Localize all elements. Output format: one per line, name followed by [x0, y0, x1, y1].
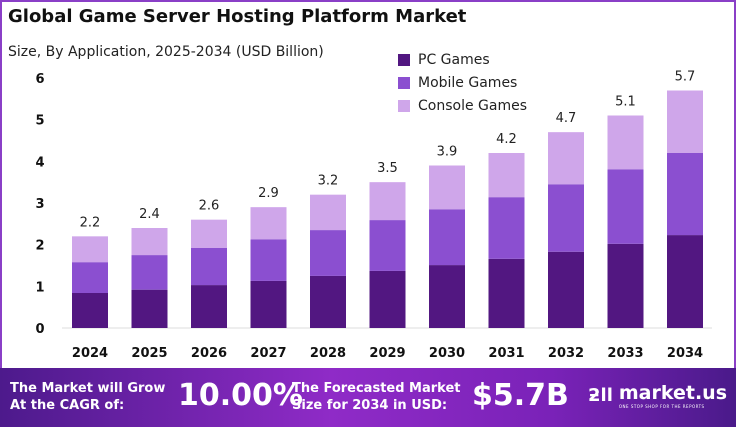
bar-segment-pc-games [667, 235, 703, 328]
legend-label: PC Games [418, 51, 490, 68]
bar-segment-mobile-games [131, 255, 168, 290]
y-tick-label: 6 [35, 72, 44, 87]
data-label: 3.5 [377, 161, 398, 176]
bar-segment-pc-games [369, 270, 406, 328]
data-label: 2.6 [199, 199, 220, 214]
x-tick-label: 2032 [548, 346, 584, 361]
brand-tagline: ONE STOP SHOP FOR THE REPORTS [618, 404, 705, 409]
bar-segment-pc-games [488, 258, 525, 328]
bar-segment-pc-games [429, 265, 465, 328]
x-tick-label: 2028 [310, 346, 346, 361]
y-tick-label: 5 [35, 114, 44, 129]
bar-segment-mobile-games [667, 153, 703, 236]
legend-item-mobile: Mobile Games [398, 71, 527, 94]
forecast-value: $5.7B [472, 378, 569, 413]
market-us-logo-icon: ƻll [588, 385, 613, 406]
bar-segment-mobile-games [548, 184, 584, 252]
bar-segment-console-games [667, 90, 703, 153]
chart-plot: 0 1 2 3 4 5 6 2.2 2024 2.4 2025 2.6 2026 2.9 2027 3.2 20… [35, 70, 712, 361]
y-tick-label: 3 [35, 197, 44, 212]
x-tick-label: 2031 [488, 346, 524, 361]
y-tick-label: 2 [35, 239, 44, 254]
bar-segment-mobile-games [429, 209, 465, 266]
bar-segment-mobile-games [250, 239, 287, 281]
cagr-label: The Market will Grow At the CAGR of: [10, 381, 166, 413]
cagr-value: 10.00% [178, 378, 303, 413]
bar-segment-pc-games [72, 293, 108, 328]
forecast-label: The Forecasted Market Size for 2034 in US… [292, 381, 461, 413]
x-tick-label: 2033 [607, 346, 643, 361]
bar-segment-pc-games [191, 285, 227, 328]
chart-subtitle: Size, By Application, 2025-2034 (USD Bil… [8, 44, 324, 60]
data-label: 5.1 [615, 95, 636, 110]
bar-segment-mobile-games [369, 220, 406, 271]
x-tick-label: 2030 [429, 346, 465, 361]
bar-segment-console-games [250, 207, 287, 240]
bar-segment-pc-games [250, 280, 287, 328]
bar-segment-pc-games [310, 275, 346, 328]
bar-segment-mobile-games [488, 197, 525, 259]
data-label: 2.2 [80, 215, 101, 230]
bar-segment-pc-games [131, 289, 168, 328]
legend-swatch [398, 76, 410, 89]
brand-logo: ƻll market.us ONE STOP SHOP FOR THE REPO… [588, 382, 727, 409]
bar-segment-console-games [548, 132, 584, 185]
legend-label: Console Games [418, 97, 527, 114]
legend-swatch [398, 99, 410, 112]
y-tick-label: 0 [35, 322, 44, 337]
bar-segment-mobile-games [72, 262, 108, 293]
data-label: 2.4 [139, 207, 160, 222]
y-tick-label: 1 [35, 280, 44, 295]
bar-segment-mobile-games [607, 169, 644, 244]
chart-title: Global Game Server Hosting Platform Mark… [8, 6, 467, 27]
legend-item-pc: PC Games [398, 48, 527, 71]
data-label: 2.9 [258, 186, 279, 201]
bar-segment-mobile-games [310, 230, 346, 276]
bar-segment-console-games [429, 165, 465, 210]
legend-item-console: Console Games [398, 94, 527, 117]
x-tick-label: 2025 [131, 346, 167, 361]
footer-banner: The Market will Grow At the CAGR of: 10.0… [0, 368, 736, 427]
bar-segment-console-games [191, 219, 227, 248]
bar-segment-console-games [369, 182, 406, 221]
data-label: 4.7 [556, 111, 577, 126]
bar-segment-mobile-games [191, 248, 227, 286]
bar-segment-pc-games [607, 243, 644, 328]
legend: PC Games Mobile Games Console Games [398, 48, 527, 117]
bar-segment-console-games [310, 194, 346, 231]
x-tick-label: 2024 [72, 346, 108, 361]
x-tick-label: 2026 [191, 346, 227, 361]
brand-name: market.us [618, 382, 728, 404]
x-tick-label: 2034 [667, 346, 703, 361]
data-label: 5.7 [675, 70, 696, 85]
data-label: 4.2 [496, 132, 517, 147]
bar-segment-console-games [607, 115, 644, 170]
bar-segment-console-games [72, 236, 108, 263]
bar-segment-console-games [131, 228, 168, 256]
bar-segment-console-games [488, 153, 525, 198]
bar-segment-pc-games [548, 251, 584, 328]
y-tick-label: 4 [35, 155, 44, 170]
data-label: 3.2 [318, 174, 339, 189]
x-tick-label: 2029 [369, 346, 405, 361]
data-label: 3.9 [437, 145, 458, 160]
x-tick-label: 2027 [250, 346, 286, 361]
legend-label: Mobile Games [418, 74, 518, 91]
legend-swatch [398, 53, 410, 66]
